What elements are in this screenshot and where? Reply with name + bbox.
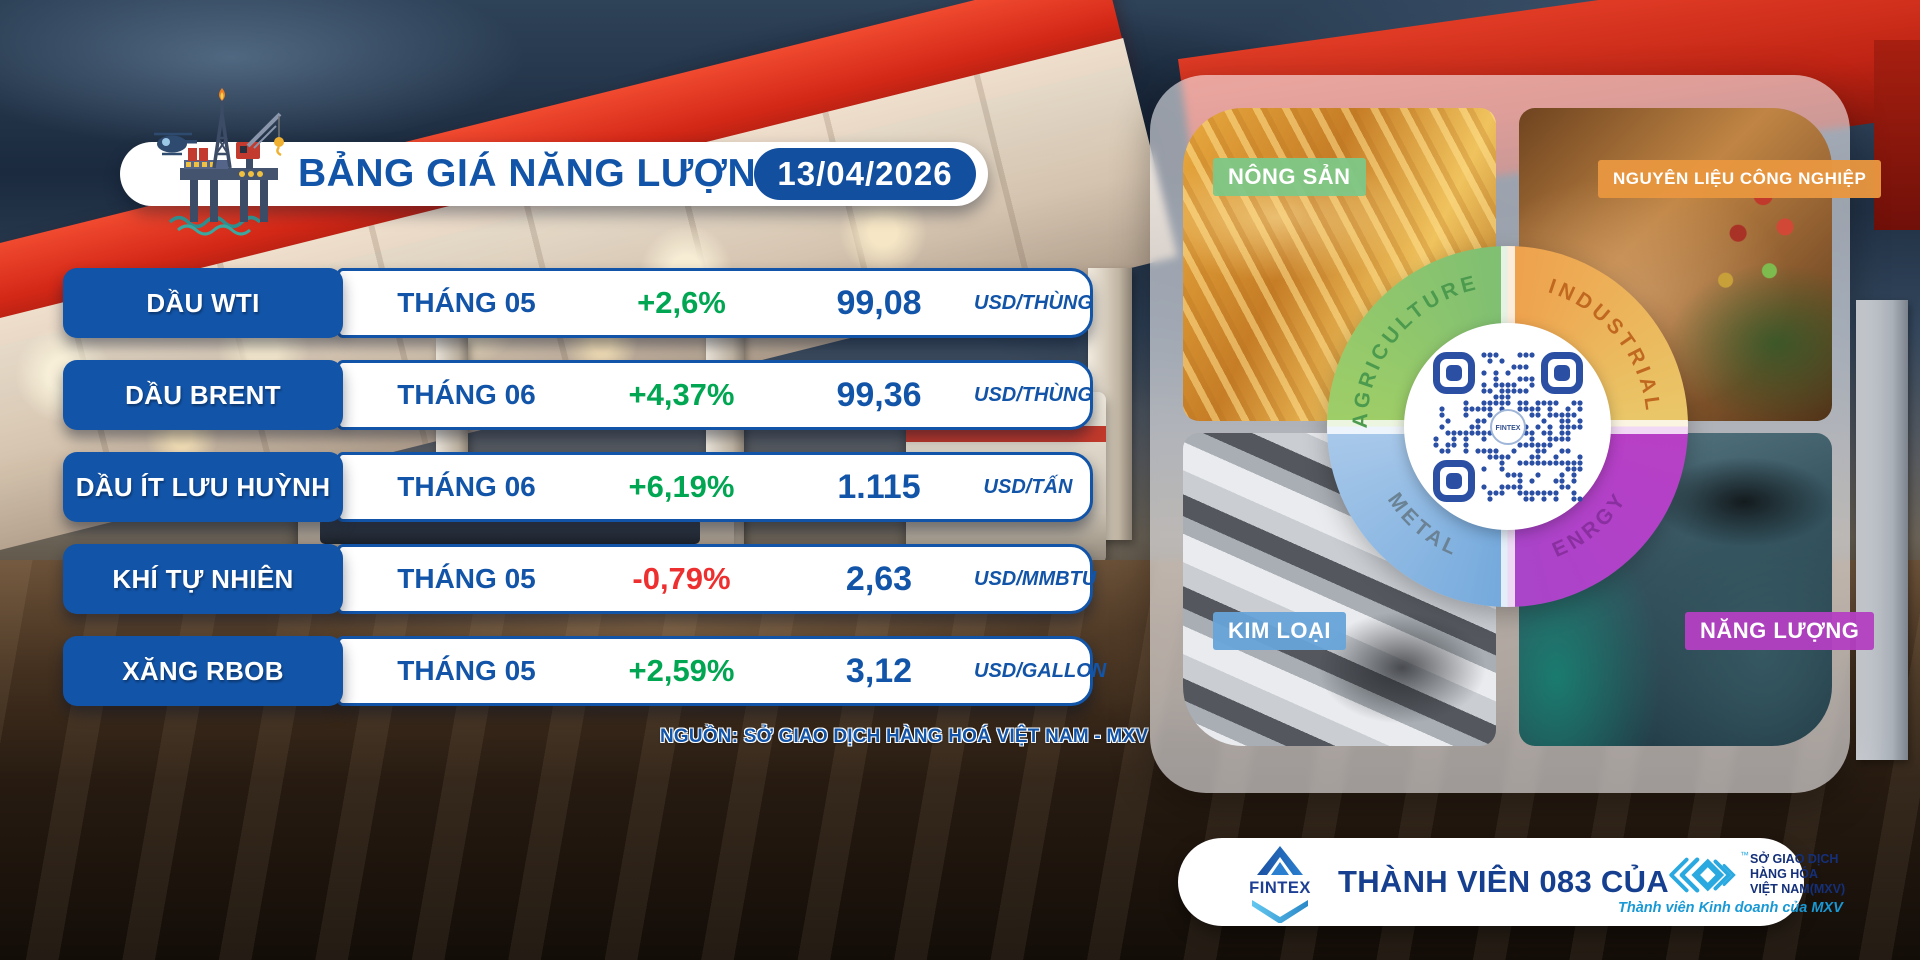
- commodity-ring: AGRICULTURE INDUSTRIAL METAL ENRGY FINTE…: [1327, 246, 1688, 607]
- mxv-logo-icon: [1669, 857, 1736, 893]
- price-unit: USD/TẤN: [983, 475, 1073, 498]
- table-row: THÁNG 06 +4,37% 99,36 USD/THÙNG DẦU BREN…: [63, 360, 1093, 430]
- membership-footer: FINTEX THÀNH VIÊN 083 CỦA ™ SỞ GIAO DỊCH…: [1178, 838, 1845, 926]
- date-badge: 13/04/2026: [754, 148, 976, 200]
- member-text: THÀNH VIÊN 083 CỦA: [1338, 864, 1669, 899]
- price-unit: USD/MMBTU: [974, 567, 1097, 590]
- mxv-name: SỞ GIAO DỊCH HÀNG HÓA VIỆT NAM(MXV): [1750, 852, 1846, 896]
- qr-circle: FINTEX: [1404, 323, 1611, 530]
- fintex-logo-icon: FINTEX: [1249, 846, 1311, 923]
- price-value: 99,36: [836, 375, 922, 414]
- page-title: BẢNG GIÁ NĂNG LƯỢNG: [298, 152, 787, 195]
- contract-month: THÁNG 06: [397, 471, 536, 502]
- contract-month: THÁNG 05: [397, 655, 536, 686]
- badge-nguyen-lieu-cong-nghiep: NGUYÊN LIỆU CÔNG NGHIỆP: [1598, 160, 1882, 198]
- badge-nang-luong: NĂNG LƯỢNG: [1685, 612, 1875, 650]
- price-value: 99,08: [836, 283, 922, 322]
- price-unit: USD/GALLON: [974, 659, 1107, 682]
- contract-month: THÁNG 05: [397, 287, 536, 318]
- table-row: THÁNG 05 -0,79% 2,63 USD/MMBTU KHÍ TỰ NH…: [63, 544, 1096, 614]
- commodity-name: XĂNG RBOB: [63, 636, 343, 706]
- table-row: THÁNG 05 +2,6% 99,08 USD/THÙNG DẦU WTI: [63, 268, 1093, 338]
- change-percent: +2,6%: [637, 285, 726, 320]
- contract-month: THÁNG 05: [397, 563, 536, 594]
- table-row: THÁNG 05 +2,59% 3,12 USD/GALLON XĂNG RBO…: [63, 636, 1106, 706]
- trademark-symbol: ™: [1740, 850, 1749, 860]
- commodity-name: KHÍ TỰ NHIÊN: [63, 544, 343, 614]
- price-table: THÁNG 05 +2,6% 99,08 USD/THÙNG DẦU WTI T…: [63, 268, 1106, 728]
- change-percent: +6,19%: [628, 469, 735, 504]
- table-row: THÁNG 06 +6,19% 1.115 USD/TẤN DẦU ÍT LƯU…: [63, 452, 1093, 522]
- price-value: 2,63: [845, 559, 913, 598]
- change-percent: +2,59%: [628, 653, 735, 688]
- commodity-name: DẦU BRENT: [63, 360, 343, 430]
- contract-month: THÁNG 06: [397, 379, 536, 410]
- fintex-wordmark: FINTEX: [1249, 879, 1311, 897]
- price-unit: USD/THÙNG: [974, 383, 1093, 406]
- commodity-name: DẦU ÍT LƯU HUỲNH: [63, 452, 343, 522]
- qr-code: FINTEX: [1432, 351, 1583, 502]
- change-percent: +4,37%: [628, 377, 735, 412]
- commodity-name: DẦU WTI: [63, 268, 343, 338]
- oil-rig-icon: [154, 88, 284, 236]
- station-pillar: [1856, 300, 1908, 760]
- badge-nong-san: NÔNG SẢN: [1213, 158, 1366, 196]
- price-unit: USD/THÙNG: [974, 291, 1093, 314]
- canopy-edge: [1874, 40, 1920, 230]
- svg-text:FINTEX: FINTEX: [1495, 425, 1520, 432]
- change-percent: -0,79%: [632, 561, 731, 596]
- price-value: 1.115: [837, 467, 921, 506]
- badge-kim-loai: KIM LOẠI: [1213, 612, 1346, 650]
- mxv-tagline: Thành viên Kinh doanh của MXV: [1618, 900, 1843, 916]
- price-value: 3,12: [845, 651, 913, 690]
- source-note: NGUỒN: SỞ GIAO DỊCH HÀNG HOÁ VIỆT NAM - …: [660, 726, 1149, 747]
